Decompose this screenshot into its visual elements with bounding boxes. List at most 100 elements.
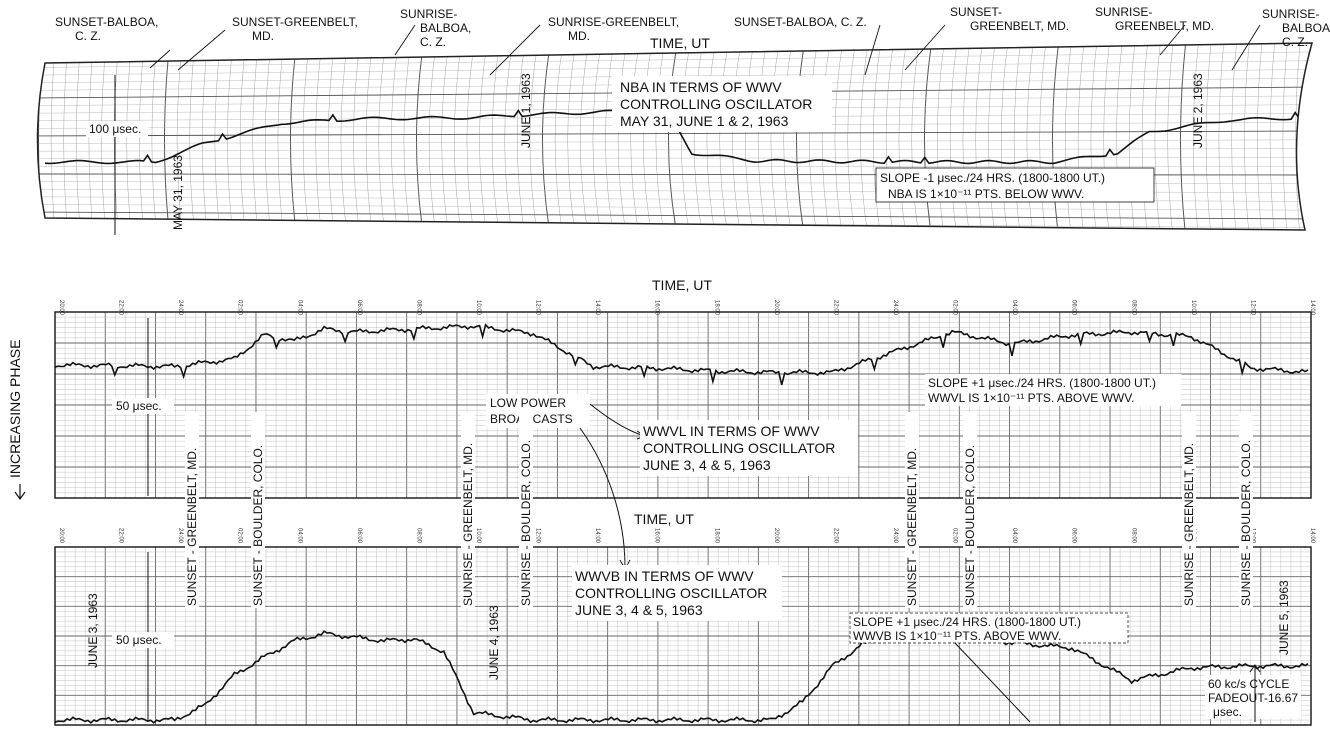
bot-title-box	[572, 565, 782, 621]
top-grid-arc	[937, 43, 945, 230]
bot-event-label: SUNSET - GREENBELT, MD.	[185, 448, 199, 606]
top-grid-arc	[101, 43, 107, 230]
x-tick-label: 18:00	[713, 300, 719, 316]
top-grid-arc	[365, 43, 374, 230]
top-grid-arc	[416, 43, 425, 230]
top-grid-arc	[63, 43, 69, 230]
bot-event-label-bg	[251, 412, 265, 608]
top-grid-arc	[265, 43, 272, 230]
mid-series-line	[55, 323, 1309, 386]
top-event-label: BALBOA,	[1282, 21, 1330, 35]
top-grid-arc	[290, 43, 298, 230]
top-note-box	[875, 167, 1155, 203]
top-grid-arc	[391, 43, 399, 230]
x-tick-label: 06:00	[356, 528, 362, 544]
mid-title-line-3: JUNE 3, 4 & 5, 1963	[643, 457, 771, 473]
x-tick-label: 12:00	[1249, 300, 1255, 316]
top-grid-arc	[1052, 43, 1060, 230]
top-event-label: SUNSET-	[950, 5, 1002, 19]
top-event-leader	[177, 29, 226, 71]
top-grid-arc	[1103, 43, 1111, 230]
x-tick-label: 02:00	[952, 300, 958, 316]
top-event-label: SUNRISE-	[1262, 7, 1319, 21]
top-grid-arc	[1167, 43, 1174, 230]
top-grid-arc	[1141, 43, 1149, 230]
top-grid-arc	[1001, 43, 1009, 230]
top-grid-arc	[630, 43, 641, 230]
top-grid-arc	[239, 43, 247, 230]
top-event-label: SUNSET-BALBOA,	[55, 15, 158, 29]
top-grid-row	[37, 148, 1312, 152]
x-tick-label: 14:00	[594, 528, 600, 544]
top-event-leader	[489, 24, 541, 76]
top-grid-arc	[834, 43, 844, 230]
top-grid-arc	[1090, 43, 1098, 230]
x-tick-label: 04:00	[1011, 528, 1017, 544]
top-grid-arc	[847, 43, 857, 230]
x-tick-label: 16:00	[654, 528, 660, 544]
x-tick-label: 08:00	[1130, 300, 1136, 316]
bot-event-label: SUNRISE - BOULDER, COLO.	[519, 440, 533, 606]
top-chart-frame	[36, 42, 1313, 231]
top-grid-arc	[719, 43, 730, 230]
x-tick-label: 22:00	[118, 528, 124, 544]
x-tick-label: 06:00	[356, 300, 362, 316]
top-grid-arc	[428, 43, 437, 230]
x-tick-label: 10:00	[1190, 300, 1196, 316]
top-event-label: SUNRISE-	[400, 7, 457, 21]
x-tick-label: 06:00	[1071, 528, 1077, 544]
top-event-leader	[904, 24, 946, 71]
top-grid-arc	[580, 43, 590, 230]
top-grid-arc	[706, 43, 717, 230]
bot-event-label: SUNRISE - GREENBELT, MD.	[461, 443, 475, 606]
x-tick-label: 20:00	[773, 300, 779, 316]
bot-note-leader	[954, 642, 1031, 723]
mid-title-line-2: CONTROLLING OSCILLATOR	[643, 440, 835, 456]
x-tick-label: 02:00	[237, 300, 243, 316]
top-grid-arc	[605, 43, 615, 230]
top-title-line-3: MAY 31, JUNE 1 & 2, 1963	[620, 113, 789, 129]
x-tick-label: 04:00	[1011, 300, 1017, 316]
mid-chart-frame	[54, 311, 1312, 499]
top-note-line-2: NBA IS 1×10⁻¹¹ PTS. BELOW WWV.	[888, 187, 1084, 201]
top-grid-arc	[745, 43, 755, 230]
top-grid-arc	[50, 43, 56, 230]
top-grid-arc	[693, 43, 704, 230]
top-grid-arc	[949, 43, 958, 230]
bot-date-label-3: JUNE 5, 1963	[1277, 580, 1291, 655]
top-grid-arc	[796, 43, 806, 230]
x-tick-label: 22:00	[832, 300, 838, 316]
bot-scale-label: 50 μsec.	[116, 633, 162, 647]
bot-series-line	[55, 630, 1309, 724]
top-grid-arc	[139, 43, 145, 230]
top-grid-arc	[466, 43, 476, 230]
mid-time-label: TIME, UT	[652, 277, 712, 293]
top-grid-arc	[1116, 43, 1123, 230]
top-event-label: GREENBELT, MD.	[970, 19, 1069, 33]
top-event-leader	[1159, 24, 1186, 56]
bot-title-line-1: WWVB IN TERMS OF WWV	[575, 568, 754, 584]
bot-scale-box	[112, 632, 174, 648]
x-tick-label: 24:00	[177, 528, 183, 544]
top-event-label: SUNRISE-	[1095, 5, 1152, 19]
top-grid-arc	[302, 43, 310, 230]
top-grid-arc	[88, 43, 95, 230]
bot-event-label-bg	[963, 412, 977, 608]
bot-event-label-bg	[905, 412, 919, 608]
top-time-label: TIME, UT	[650, 35, 710, 51]
x-tick-label: 04:00	[296, 528, 302, 544]
top-note-line-1: SLOPE -1 μsec./24 HRS. (1800-1800 UT.)	[880, 171, 1105, 185]
top-grid-arc	[1154, 43, 1161, 230]
top-grid-arc	[1077, 43, 1085, 230]
top-event-label: SUNSET-BALBOA, C. Z.	[734, 15, 867, 29]
top-grid-arc	[962, 43, 971, 230]
x-tick-label: 14:00	[594, 300, 600, 316]
top-grid-arc	[378, 43, 387, 230]
top-grid-arc	[151, 43, 158, 230]
x-tick-label: 08:00	[1130, 528, 1136, 544]
top-grid-arc	[617, 43, 628, 230]
top-scale-label: 100 μsec.	[89, 122, 141, 136]
bot-title-line-2: CONTROLLING OSCILLATOR	[575, 585, 767, 601]
top-grid-row	[37, 157, 1312, 160]
